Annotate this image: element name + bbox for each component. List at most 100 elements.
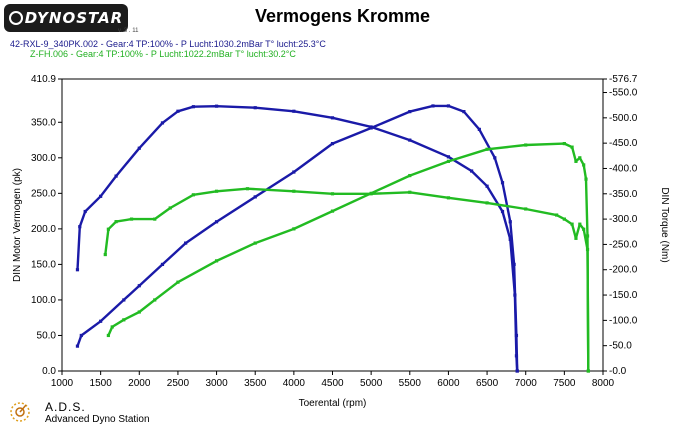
data-point: [103, 252, 107, 257]
data-point: [79, 333, 83, 338]
data-point: [485, 201, 489, 205]
data-point: [477, 127, 481, 131]
data-point: [524, 207, 528, 211]
y-right-tick-label: -300.0: [609, 214, 638, 225]
data-point: [253, 106, 257, 110]
data-point: [508, 237, 512, 241]
data-point: [176, 280, 180, 284]
y-left-tick-label: 200.0: [31, 224, 56, 235]
x-tick-label: 8000: [592, 378, 615, 389]
data-point: [514, 354, 519, 358]
x-tick-label: 5000: [360, 378, 383, 389]
data-point: [245, 187, 250, 191]
data-point: [160, 121, 165, 125]
data-point: [500, 209, 505, 214]
data-point: [369, 125, 373, 129]
data-point: [446, 155, 451, 159]
logo-ring-icon: [8, 11, 23, 25]
y-right-tick-label: -150.0: [609, 290, 638, 301]
data-point: [78, 225, 82, 229]
x-tick-label: 6500: [476, 378, 499, 389]
y-left-tick-label: 100.0: [31, 295, 56, 306]
data-point: [574, 159, 578, 163]
y-right-tick-label: -450.0: [609, 138, 638, 149]
data-point: [176, 109, 180, 113]
data-point: [500, 181, 505, 185]
data-point: [153, 298, 157, 302]
x-tick-label: 3500: [244, 378, 267, 389]
data-point: [431, 104, 435, 108]
y-right-tick-label: -576.7: [609, 74, 638, 85]
data-point: [253, 241, 257, 245]
data-point: [515, 369, 519, 373]
data-point: [99, 194, 103, 198]
logo-version: v. 3 . 11: [118, 28, 139, 34]
data-point: [330, 192, 335, 196]
data-point: [122, 318, 126, 322]
series-line-4: [104, 187, 590, 372]
data-point: [110, 325, 114, 329]
x-tick-label: 7500: [553, 378, 576, 389]
y-right-tick-label: -100.0: [609, 315, 638, 326]
data-point: [408, 173, 412, 178]
data-point: [114, 220, 118, 224]
x-tick-label: 4500: [321, 378, 344, 389]
y-left-tick-label: 150.0: [31, 259, 56, 270]
data-point: [160, 262, 165, 267]
y-right-tick-label: -50.0: [609, 341, 632, 352]
data-point: [470, 169, 474, 173]
x-tick-label: 1000: [51, 378, 74, 389]
x-tick-label: 1500: [90, 378, 113, 389]
data-point: [137, 310, 141, 314]
series-line-2: [76, 105, 519, 372]
chart-title: Vermogens Kromme: [254, 6, 431, 26]
data-point: [106, 227, 110, 231]
data-point: [191, 193, 195, 197]
data-point: [462, 110, 466, 114]
data-point: [330, 141, 335, 146]
data-point: [253, 195, 257, 199]
data-point: [369, 192, 373, 196]
data-point: [586, 369, 590, 373]
data-point: [114, 174, 118, 178]
y-axis-right-label: DIN Torque (Nm): [659, 187, 670, 262]
x-tick-label: 6000: [437, 378, 460, 389]
data-point: [562, 141, 566, 146]
data-point: [330, 116, 335, 120]
data-point: [214, 189, 219, 193]
data-point: [137, 146, 141, 150]
plot-frame: [61, 78, 604, 372]
data-point: [214, 104, 219, 108]
data-point: [168, 206, 172, 210]
data-point: [578, 156, 582, 160]
y-right-tick-label: -200.0: [609, 265, 638, 276]
x-tick-label: 7000: [515, 378, 538, 389]
x-tick-label: 5500: [399, 378, 422, 389]
series-layer: [75, 104, 590, 373]
y-right-tick-label: -500.0: [609, 113, 638, 124]
data-point: [446, 196, 451, 200]
data-point: [585, 247, 590, 252]
data-point: [582, 227, 586, 231]
data-point: [106, 333, 110, 338]
data-point: [524, 143, 528, 147]
run-1-info: 42-RXL-9_340PK.002 - Gear:4 TP:100% - P …: [10, 39, 326, 49]
data-point: [570, 145, 574, 149]
y-right-tick-label: -0.0: [609, 366, 627, 377]
y-right-tick-label: -350.0: [609, 189, 638, 200]
x-axis-label: Toerental (rpm): [299, 398, 367, 409]
data-point: [292, 189, 296, 193]
axes: 1000 1500 2000 2500 3000 3500 4000 4500 5000 5500…: [31, 74, 638, 389]
data-point: [513, 293, 517, 297]
data-point: [582, 163, 586, 167]
data-point: [292, 170, 296, 174]
data-point: [191, 105, 195, 109]
data-point: [574, 236, 578, 240]
y-left-tick-label: 300.0: [31, 153, 56, 164]
dynostar-logo: DYNOSTAR: [4, 4, 128, 32]
data-point: [493, 156, 497, 160]
x-tick-label: 2000: [128, 378, 151, 389]
data-point: [446, 159, 451, 163]
data-point: [330, 209, 335, 213]
